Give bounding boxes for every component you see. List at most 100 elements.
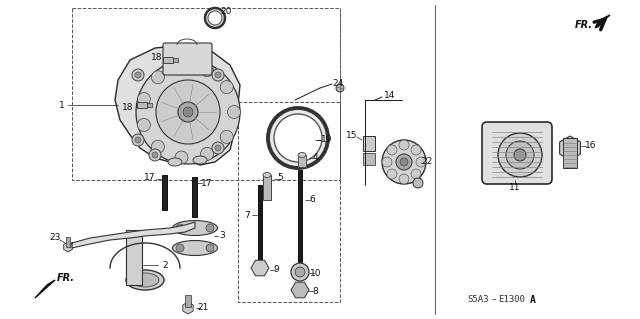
Circle shape xyxy=(399,140,409,150)
Circle shape xyxy=(274,114,322,162)
Circle shape xyxy=(215,145,221,151)
Text: 21: 21 xyxy=(197,302,209,311)
Circle shape xyxy=(205,8,225,28)
Circle shape xyxy=(175,151,188,164)
Text: 1: 1 xyxy=(59,100,65,109)
Circle shape xyxy=(138,118,150,131)
Circle shape xyxy=(152,152,158,158)
Circle shape xyxy=(387,169,397,179)
Bar xyxy=(298,170,302,265)
Bar xyxy=(137,102,147,108)
FancyBboxPatch shape xyxy=(163,43,212,75)
Circle shape xyxy=(183,107,193,117)
Ellipse shape xyxy=(126,270,164,290)
Circle shape xyxy=(156,80,220,144)
Circle shape xyxy=(212,69,224,81)
Ellipse shape xyxy=(131,273,159,287)
Circle shape xyxy=(396,154,412,170)
Circle shape xyxy=(295,267,305,277)
Circle shape xyxy=(212,142,224,154)
Text: 22: 22 xyxy=(421,158,433,167)
Text: S5A3: S5A3 xyxy=(467,295,488,305)
Circle shape xyxy=(387,145,397,155)
Circle shape xyxy=(215,72,221,78)
Circle shape xyxy=(152,140,164,153)
Bar xyxy=(162,175,167,210)
Text: 14: 14 xyxy=(384,91,396,100)
Circle shape xyxy=(220,81,233,94)
Text: 2: 2 xyxy=(162,261,168,270)
Circle shape xyxy=(200,64,214,77)
Text: 24: 24 xyxy=(332,78,344,87)
Circle shape xyxy=(399,174,409,184)
Circle shape xyxy=(152,71,164,84)
Circle shape xyxy=(416,157,426,167)
FancyBboxPatch shape xyxy=(482,122,552,184)
Bar xyxy=(173,58,178,62)
Bar xyxy=(263,175,271,200)
Circle shape xyxy=(176,244,184,252)
Circle shape xyxy=(206,244,214,252)
Text: A: A xyxy=(530,295,536,305)
Circle shape xyxy=(514,149,526,161)
Bar xyxy=(185,295,191,307)
Circle shape xyxy=(136,60,240,164)
Circle shape xyxy=(268,108,328,168)
Circle shape xyxy=(220,130,233,143)
Polygon shape xyxy=(72,222,195,248)
Text: 19: 19 xyxy=(321,136,333,145)
Bar xyxy=(363,136,375,151)
Text: 20: 20 xyxy=(220,8,232,17)
Text: 16: 16 xyxy=(585,140,596,150)
Bar xyxy=(72,8,340,180)
Circle shape xyxy=(413,178,423,188)
Circle shape xyxy=(175,60,188,73)
Text: 5: 5 xyxy=(277,174,283,182)
Bar xyxy=(126,230,142,285)
Circle shape xyxy=(132,69,144,81)
Ellipse shape xyxy=(263,173,271,177)
Text: 11: 11 xyxy=(509,183,521,192)
Bar xyxy=(238,102,340,302)
Circle shape xyxy=(336,84,344,92)
Bar xyxy=(563,138,577,168)
Circle shape xyxy=(135,72,141,78)
Bar xyxy=(258,185,262,265)
Circle shape xyxy=(208,11,222,25)
Circle shape xyxy=(135,137,141,143)
Bar xyxy=(163,57,173,63)
Bar xyxy=(147,103,152,107)
Circle shape xyxy=(382,157,392,167)
Text: 6: 6 xyxy=(309,196,315,204)
Circle shape xyxy=(411,169,421,179)
Ellipse shape xyxy=(168,158,182,166)
Polygon shape xyxy=(595,15,610,28)
Text: 23: 23 xyxy=(49,234,61,242)
Text: 15: 15 xyxy=(346,130,358,139)
Circle shape xyxy=(132,134,144,146)
Circle shape xyxy=(176,224,184,232)
Text: 9: 9 xyxy=(273,265,279,275)
Circle shape xyxy=(206,224,214,232)
Circle shape xyxy=(227,106,241,118)
Circle shape xyxy=(411,145,421,155)
Polygon shape xyxy=(115,45,240,165)
Circle shape xyxy=(382,140,426,184)
Ellipse shape xyxy=(298,152,306,158)
Circle shape xyxy=(498,133,542,177)
Polygon shape xyxy=(35,280,55,298)
Text: E1300: E1300 xyxy=(498,295,525,305)
Text: –: – xyxy=(492,295,497,305)
Circle shape xyxy=(506,141,534,169)
Bar xyxy=(192,177,197,217)
Text: 3: 3 xyxy=(219,231,225,240)
Text: 17: 17 xyxy=(144,173,156,182)
Circle shape xyxy=(200,147,214,160)
Text: 18: 18 xyxy=(122,103,134,113)
Ellipse shape xyxy=(193,156,207,164)
Bar xyxy=(66,237,70,247)
Circle shape xyxy=(291,263,309,281)
Bar xyxy=(363,153,375,165)
Bar xyxy=(298,155,306,167)
Text: 17: 17 xyxy=(201,179,212,188)
